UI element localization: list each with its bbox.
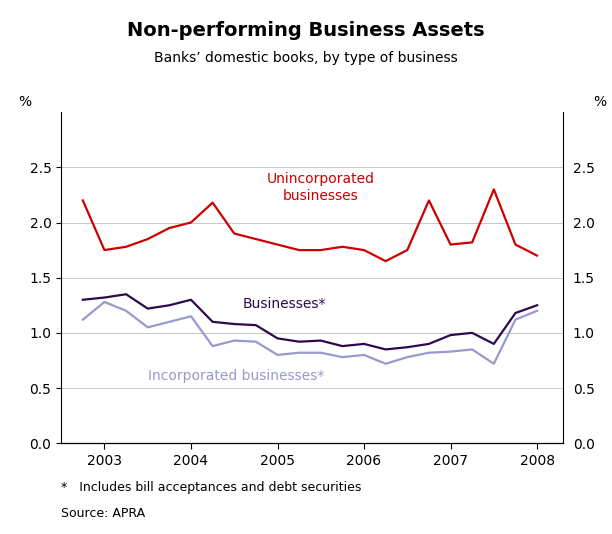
Text: *   Includes bill acceptances and debt securities: * Includes bill acceptances and debt sec… (61, 481, 362, 493)
Text: Unincorporated
businesses: Unincorporated businesses (267, 172, 375, 202)
Text: Source: APRA: Source: APRA (61, 507, 145, 520)
Text: %: % (593, 95, 606, 109)
Text: Businesses*: Businesses* (243, 297, 326, 311)
Text: Incorporated businesses*: Incorporated businesses* (147, 370, 324, 383)
Text: Non-performing Business Assets: Non-performing Business Assets (127, 21, 485, 41)
Text: %: % (18, 95, 31, 109)
Text: Banks’ domestic books, by type of business: Banks’ domestic books, by type of busine… (154, 51, 458, 65)
